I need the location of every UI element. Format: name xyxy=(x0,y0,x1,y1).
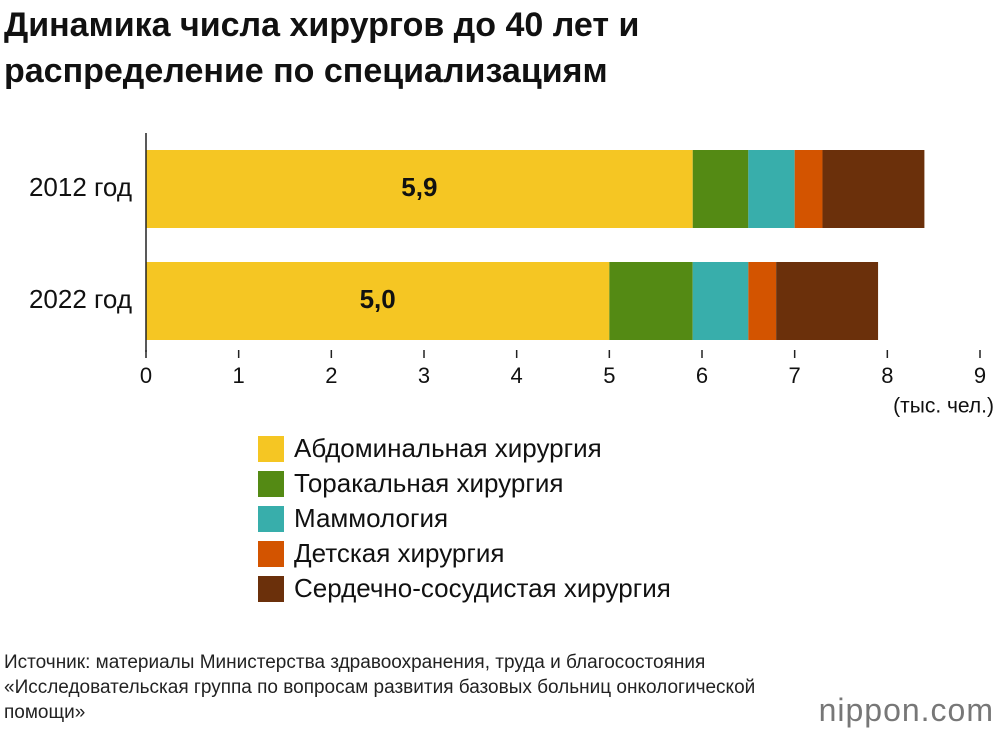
y-tick-label: 2012 год xyxy=(29,172,132,202)
legend-label: Детская хирургия xyxy=(294,538,504,568)
legend-label: Абдоминальная хирургия xyxy=(294,433,602,463)
x-tick-label: 6 xyxy=(696,363,708,388)
x-tick-label: 7 xyxy=(789,363,801,388)
bar-segment xyxy=(692,150,749,228)
chart-title: Динамика числа хирургов до 40 лет и расп… xyxy=(4,6,640,90)
bar-segment xyxy=(146,150,693,228)
legend-swatch xyxy=(258,471,284,497)
bar-segment xyxy=(748,262,777,340)
x-unit-label: (тыс. чел.) xyxy=(893,395,994,418)
legend-swatch xyxy=(258,506,284,532)
bar-segment xyxy=(692,262,749,340)
x-tick-label: 0 xyxy=(140,363,152,388)
source-note: Источник: материалы Министерства здравоо… xyxy=(4,652,756,723)
legend-swatch xyxy=(258,436,284,462)
y-tick-label: 2022 год xyxy=(29,284,132,314)
legend-label: Торакальная хирургия xyxy=(294,468,563,498)
bar-segment xyxy=(609,262,693,340)
x-tick-label: 2 xyxy=(325,363,337,388)
legend-label: Сердечно-сосудистая хирургия xyxy=(294,573,671,603)
bar-segment xyxy=(776,262,879,340)
legend-label: Маммология xyxy=(294,503,448,533)
x-tick-label: 5 xyxy=(603,363,615,388)
x-tick-label: 3 xyxy=(418,363,430,388)
bar-segment xyxy=(822,150,925,228)
bar-segment xyxy=(748,150,795,228)
logo: nippon.com xyxy=(818,692,994,728)
x-tick-label: 4 xyxy=(511,363,523,388)
x-tick-label: 9 xyxy=(974,363,986,388)
x-tick-label: 8 xyxy=(881,363,893,388)
chart: 0 1 2 3 4 5 6 7 8 9 (тыс. чел.) 2012 год 5,9 2022 год… xyxy=(29,133,994,603)
data-label: 5,0 xyxy=(360,284,396,314)
x-tick-label: 1 xyxy=(233,363,245,388)
bar-segment xyxy=(146,262,610,340)
legend-swatch xyxy=(258,576,284,602)
data-label: 5,9 xyxy=(401,172,437,202)
legend-swatch xyxy=(258,541,284,567)
bar-segment xyxy=(794,150,823,228)
